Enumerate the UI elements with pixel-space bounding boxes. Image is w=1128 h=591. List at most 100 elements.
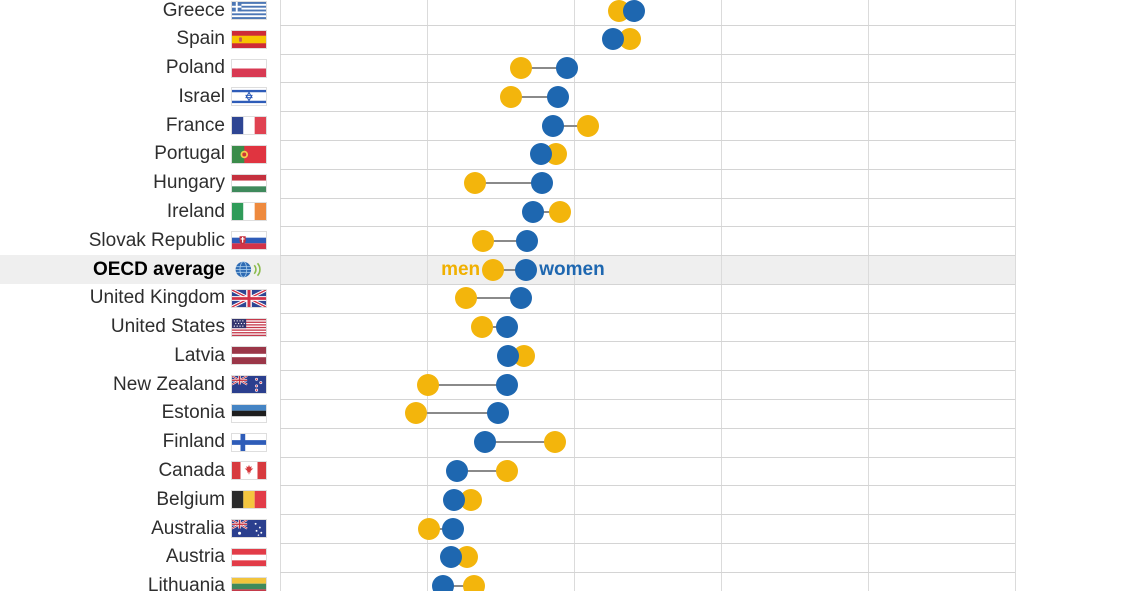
dumbbell-connector	[510, 95, 558, 98]
gridline-horizontal	[280, 370, 1015, 372]
greece-icon	[232, 2, 266, 19]
men-dot	[496, 459, 519, 482]
men-dot	[482, 258, 505, 281]
country-label: Ireland	[166, 200, 225, 222]
austria-icon	[232, 548, 266, 566]
men-dot	[454, 287, 477, 310]
dumbbell-connector	[429, 527, 453, 530]
women-dot	[555, 57, 578, 80]
women-dot	[487, 402, 510, 425]
country-label: Hungary	[153, 172, 225, 194]
lithuania-icon	[232, 577, 266, 591]
country-label: Greece	[162, 0, 225, 21]
country-label: Belgium	[156, 488, 225, 510]
women-dot	[446, 459, 469, 482]
dumbbell-connector	[474, 182, 542, 185]
country-label: OECD average	[92, 258, 225, 280]
women-dot	[601, 28, 624, 51]
gridline-vertical	[721, 0, 722, 591]
country-label: Australia	[151, 517, 225, 539]
australia-icon	[232, 520, 266, 538]
gridline-horizontal	[280, 226, 1015, 228]
women-dot	[432, 575, 455, 591]
women-dot	[496, 316, 519, 339]
gridline-horizontal	[280, 514, 1015, 516]
men-dot	[510, 57, 533, 80]
women-dot	[546, 85, 569, 108]
dumbbell-connector	[465, 297, 522, 300]
country-label: Slovak Republic	[88, 229, 225, 251]
dumbbell-connector	[552, 124, 588, 127]
spain-icon	[232, 30, 266, 48]
gridline-vertical	[427, 0, 428, 591]
slovak-republic-icon	[232, 232, 266, 250]
women-dot	[441, 517, 464, 540]
united-kingdom-icon	[232, 289, 266, 307]
country-label: Portugal	[154, 143, 225, 165]
gridline-vertical	[868, 0, 869, 591]
dumbbell-connector	[485, 441, 555, 444]
men-dot	[499, 85, 522, 108]
hungary-icon	[232, 174, 266, 192]
country-label: United States	[110, 316, 225, 338]
men-dot	[543, 431, 566, 454]
israel-icon	[232, 88, 266, 106]
women-dot	[496, 344, 519, 367]
france-icon	[232, 117, 266, 135]
women-dot	[515, 229, 538, 252]
gridline-horizontal	[280, 542, 1015, 544]
men-dot	[549, 200, 572, 223]
men-dot	[576, 114, 599, 137]
women-dot	[474, 431, 497, 454]
gridline-horizontal	[280, 168, 1015, 170]
gridline-horizontal	[280, 571, 1015, 573]
dumbbell-connector	[415, 412, 499, 415]
dumbbell-connector	[532, 210, 561, 213]
gridline-vertical	[280, 0, 281, 591]
gridline-horizontal	[280, 82, 1015, 84]
legend-men-label: men	[441, 258, 481, 280]
gridline-horizontal	[280, 456, 1015, 458]
dumbbell-connector	[482, 239, 527, 242]
country-label: Estonia	[161, 402, 225, 424]
gridline-horizontal	[280, 53, 1015, 55]
gridline-vertical	[1015, 0, 1016, 591]
country-label: United Kingdom	[89, 287, 225, 309]
men-dot	[416, 373, 439, 396]
latvia-icon	[232, 347, 266, 365]
dumbbell-connector	[443, 585, 475, 588]
men-dot	[418, 517, 441, 540]
men-dot	[463, 172, 486, 195]
country-label: Lithuania	[147, 575, 225, 591]
gridline-horizontal	[280, 197, 1015, 199]
women-dot	[510, 287, 533, 310]
country-label: Poland	[165, 57, 225, 79]
country-label: Israel	[178, 85, 225, 107]
women-dot	[541, 114, 564, 137]
canada-icon	[232, 462, 266, 480]
country-label: Spain	[176, 28, 225, 50]
women-dot	[515, 258, 538, 281]
women-dot	[443, 488, 466, 511]
finland-icon	[232, 433, 266, 451]
men-dot	[463, 575, 486, 591]
men-dot	[471, 316, 494, 339]
gridline-vertical	[574, 0, 575, 591]
women-dot	[496, 373, 519, 396]
gridline-horizontal	[280, 255, 1015, 257]
estonia-icon	[232, 404, 266, 422]
legend-women-label: women	[539, 258, 605, 280]
men-dot	[404, 402, 427, 425]
women-dot	[623, 0, 646, 22]
ireland-icon	[232, 203, 266, 221]
dumbbell-connector	[482, 326, 508, 329]
gridline-horizontal	[280, 283, 1015, 285]
country-label: Latvia	[174, 344, 225, 366]
dumbbell-connector	[521, 67, 567, 70]
new-zealand-icon	[232, 376, 266, 394]
women-dot	[440, 546, 463, 569]
country-label: Canada	[158, 459, 225, 481]
men-dot	[455, 546, 478, 569]
gridline-horizontal	[280, 111, 1015, 113]
